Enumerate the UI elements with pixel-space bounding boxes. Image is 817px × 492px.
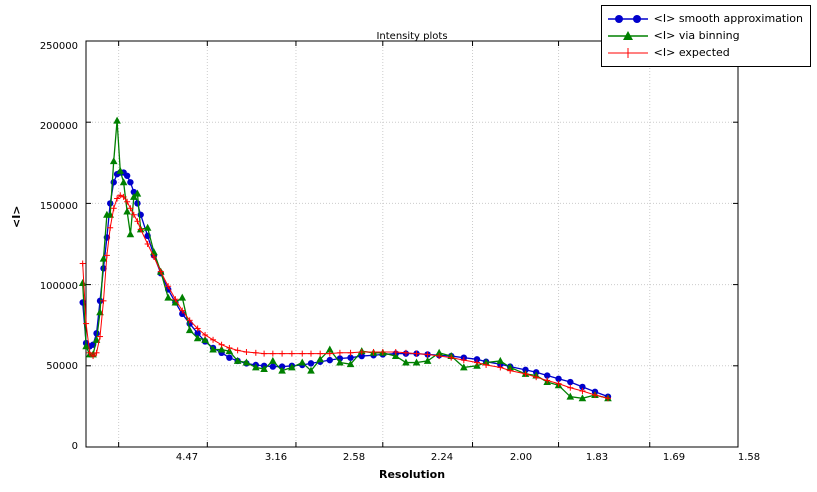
legend-swatch-binning: [607, 29, 648, 43]
x-tick-label: 1.69: [662, 452, 686, 463]
x-tick-label: 2.58: [342, 452, 366, 463]
y-tick-label: 200000: [39, 121, 78, 132]
legend-swatch-smooth: [607, 12, 648, 26]
x-tick-label: 4.47: [175, 452, 199, 463]
y-tick-label: 50000: [46, 361, 78, 372]
x-tick-label: 2.00: [509, 452, 533, 463]
y-tick-label: 150000: [39, 201, 78, 212]
legend-item-smooth[interactable]: <I> smooth approximation: [607, 10, 803, 27]
x-axis-label: Resolution: [378, 468, 446, 481]
legend-label-expected: <I> expected: [653, 46, 730, 59]
legend-label-smooth: <I> smooth approximation: [653, 12, 803, 25]
legend-item-expected[interactable]: <I> expected: [607, 44, 803, 61]
plot-title: Intensity plots: [376, 31, 448, 42]
x-tick-label: 1.83: [585, 452, 609, 463]
legend-label-binning: <I> via binning: [653, 29, 740, 42]
x-tick-label: 1.58: [737, 452, 761, 463]
y-tick-label: 0: [71, 441, 78, 452]
x-tick-label: 3.16: [264, 452, 288, 463]
y-tick-labels: 0 50000 100000 150000 200000 250000: [20, 0, 78, 492]
legend: <I> smooth approximation <I> via binning…: [600, 5, 811, 67]
y-tick-label: 100000: [39, 281, 78, 292]
y-tick-label: 250000: [39, 41, 78, 52]
legend-item-binning[interactable]: <I> via binning: [607, 27, 803, 44]
legend-swatch-expected: [607, 46, 648, 60]
x-tick-label: 2.24: [430, 452, 454, 463]
